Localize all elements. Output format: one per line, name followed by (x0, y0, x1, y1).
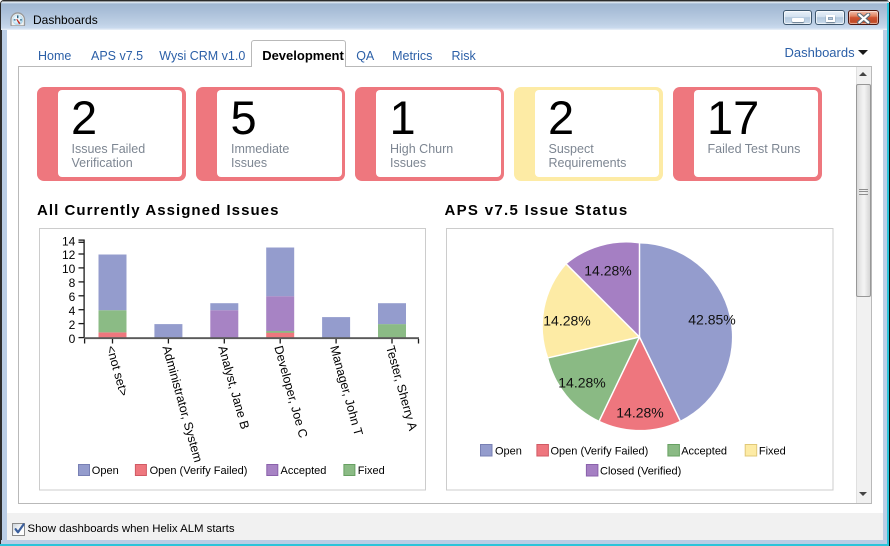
svg-text:14.28%: 14.28% (616, 405, 663, 421)
svg-text:0: 0 (68, 332, 75, 346)
svg-text:Open (Verify Failed): Open (Verify Failed) (551, 446, 649, 458)
svg-text:14.28%: 14.28% (543, 313, 590, 329)
svg-text:4: 4 (68, 304, 75, 318)
svg-text:Fixed: Fixed (357, 465, 384, 477)
svg-text:14: 14 (61, 234, 75, 248)
svg-text:8: 8 (68, 276, 75, 290)
svg-text:14.28%: 14.28% (558, 375, 605, 391)
svg-text:14.28%: 14.28% (584, 262, 631, 278)
svg-text:Open: Open (91, 465, 118, 477)
svg-text:Closed (Verified): Closed (Verified) (600, 466, 681, 478)
svg-text:12: 12 (61, 248, 75, 262)
svg-text:2: 2 (68, 318, 75, 332)
svg-text:10: 10 (61, 262, 75, 276)
svg-text:Accepted: Accepted (280, 465, 326, 477)
svg-text:Accepted: Accepted (681, 446, 727, 458)
svg-text:6: 6 (68, 290, 75, 304)
svg-text:Open (Verify Failed): Open (Verify Failed) (149, 465, 247, 477)
svg-text:Open: Open (495, 446, 522, 458)
svg-text:Fixed: Fixed (759, 446, 786, 458)
svg-text:42.85%: 42.85% (688, 312, 735, 328)
